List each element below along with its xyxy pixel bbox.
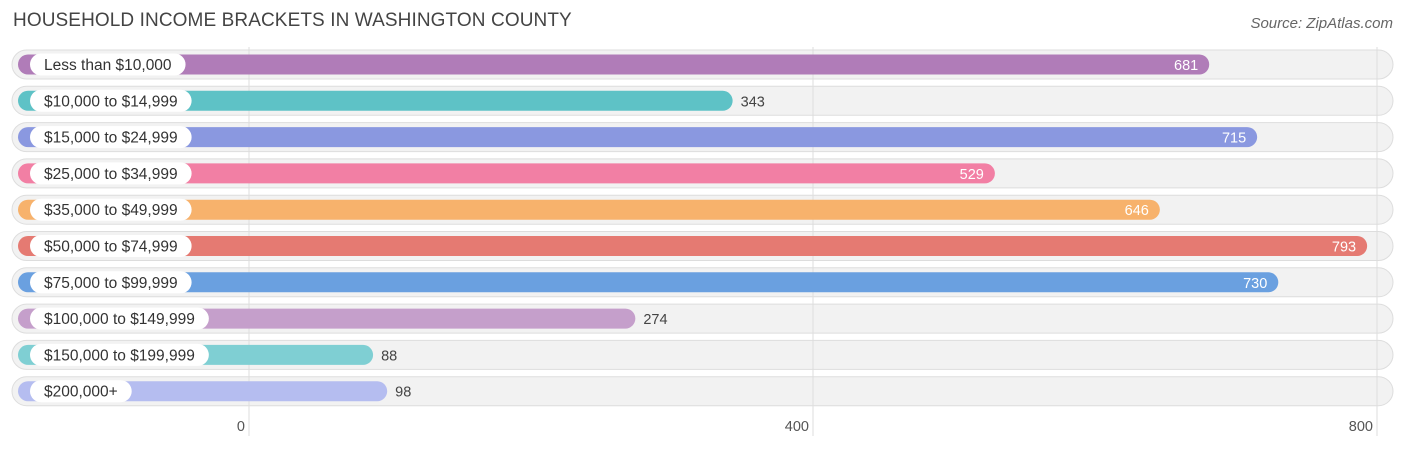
x-tick-label: 400 <box>785 419 809 435</box>
bar <box>18 163 995 184</box>
x-tick-label: 0 <box>237 419 245 435</box>
category-label: $150,000 to $199,999 <box>44 347 195 364</box>
bar <box>18 127 1258 148</box>
x-tick-label: 800 <box>1349 419 1373 435</box>
chart-title: HOUSEHOLD INCOME BRACKETS IN WASHINGTON … <box>13 10 572 31</box>
category-label-pill <box>30 235 192 257</box>
category-label: $75,000 to $99,999 <box>44 275 178 292</box>
value-label: 730 <box>1243 276 1267 292</box>
source-credit: Source: ZipAtlas.com <box>1250 15 1393 32</box>
bar <box>18 54 1210 75</box>
category-label: $50,000 to $74,999 <box>44 239 178 256</box>
category-label: $35,000 to $49,999 <box>44 202 178 219</box>
category-label-pill <box>30 271 192 294</box>
value-label: 88 <box>381 348 397 364</box>
category-label-pill <box>30 89 192 112</box>
category-label-pill <box>30 126 192 149</box>
category-label: $15,000 to $24,999 <box>44 130 178 147</box>
category-label-pill <box>30 162 192 185</box>
category-label-pill <box>30 343 209 366</box>
value-label: 646 <box>1125 203 1149 219</box>
category-label-pill <box>30 307 209 330</box>
value-label: 529 <box>960 167 984 183</box>
bar <box>18 236 1368 256</box>
bar <box>18 199 1160 220</box>
category-label: $100,000 to $149,999 <box>44 311 195 328</box>
value-label: 274 <box>643 312 667 328</box>
value-label: 681 <box>1174 58 1198 74</box>
category-label: $200,000+ <box>44 384 118 401</box>
value-label: 793 <box>1332 240 1356 256</box>
bar <box>18 272 1279 293</box>
category-label-pill <box>30 198 192 221</box>
bar <box>18 90 733 111</box>
value-label: 98 <box>395 385 411 401</box>
category-label-pill <box>30 380 132 403</box>
category-label: Less than $10,000 <box>44 57 172 74</box>
category-label-pill <box>30 53 186 76</box>
category-label: $10,000 to $14,999 <box>44 93 178 110</box>
value-label: 343 <box>741 94 765 110</box>
category-label: $25,000 to $34,999 <box>44 166 178 183</box>
value-label: 715 <box>1222 131 1246 147</box>
